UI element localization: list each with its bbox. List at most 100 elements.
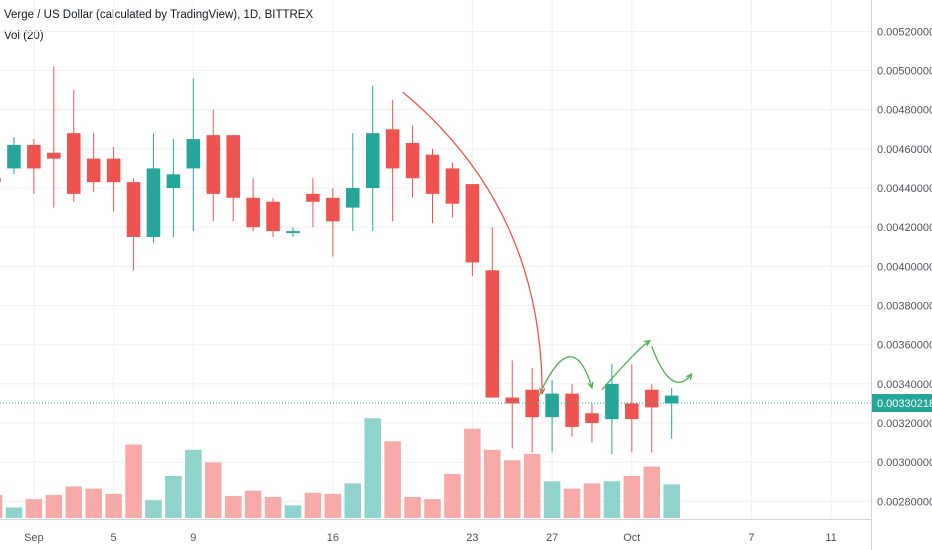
- candlesticks: [0, 66, 679, 455]
- x-tick-label: 27: [546, 532, 558, 544]
- volume-bar: [105, 493, 122, 518]
- candle-body: [365, 133, 380, 189]
- volume-bar: [324, 493, 342, 518]
- volume-bar: [244, 490, 262, 518]
- candle-body: [326, 197, 340, 222]
- x-tick-label: Sep: [24, 532, 44, 544]
- volume-bar: [643, 466, 661, 518]
- volume-bar: [125, 444, 142, 518]
- y-tick-label: 0.00440000: [877, 183, 932, 195]
- candle-body: [525, 389, 539, 418]
- last-price-badge: 0.00330218: [872, 394, 932, 413]
- volume-bar: [85, 488, 102, 518]
- candle-body: [27, 144, 41, 169]
- candle-body: [565, 393, 579, 427]
- candle-body: [485, 270, 500, 398]
- grid-lines: [0, 0, 871, 519]
- last-price-badge-background: [872, 394, 932, 413]
- candle-body: [445, 168, 460, 204]
- annotation-arrowhead: [538, 387, 546, 396]
- candle-body: [126, 182, 141, 237]
- volume-bar: [45, 494, 63, 518]
- candle-body: [246, 197, 260, 228]
- volume-bar: [623, 476, 641, 518]
- candle-body: [226, 135, 240, 198]
- volume-bar: [404, 497, 421, 518]
- candle-body: [664, 395, 679, 404]
- volume-bar: [484, 449, 501, 518]
- candle-body: [385, 129, 400, 169]
- y-tick-label: 0.00340000: [877, 379, 932, 391]
- volume-bar: [185, 449, 202, 518]
- volume-bar: [204, 462, 222, 518]
- y-tick-label: 0.00420000: [877, 222, 932, 234]
- volume-bar: [25, 499, 43, 518]
- annotation-arrowhead: [643, 339, 652, 347]
- volume-bar: [5, 507, 23, 518]
- volume-bar: [603, 481, 621, 518]
- last-price-badge-text: 0.00330218: [877, 398, 932, 410]
- volume-bar: [65, 486, 83, 518]
- volume-bar: [464, 428, 481, 518]
- candle-body: [7, 144, 21, 169]
- y-tick-label: 0.00280000: [877, 496, 932, 508]
- volume-bar: [304, 492, 322, 518]
- volume-bar: [384, 441, 401, 518]
- volume-bar: [224, 495, 242, 518]
- candle-body: [425, 154, 440, 194]
- candle-body: [405, 142, 420, 179]
- candle-body: [266, 201, 280, 232]
- candle-body: [545, 393, 559, 418]
- x-tick-label: 16: [327, 532, 339, 544]
- x-tick-label: 11: [825, 532, 836, 544]
- volume-bar: [503, 460, 521, 518]
- y-tick-label: 0.00500000: [877, 66, 932, 78]
- y-tick-label: 0.00380000: [877, 301, 932, 313]
- y-tick-label: 0.00480000: [877, 105, 932, 117]
- volume-bar: [424, 499, 441, 518]
- candle-body: [286, 231, 300, 234]
- volume-bar: [444, 473, 461, 518]
- x-tick-label: Oct: [623, 532, 640, 544]
- volume-bar: [663, 484, 680, 518]
- annotation-curve: [537, 356, 593, 398]
- annotation-curve: [651, 346, 693, 383]
- candle-body: [86, 158, 101, 183]
- drawing-annotations: [402, 91, 693, 398]
- candle-body: [644, 389, 659, 408]
- candle-body: [465, 184, 480, 263]
- candle-body: [585, 413, 599, 424]
- annotation-curve: [601, 340, 651, 391]
- y-tick-label: 0.00300000: [877, 457, 932, 469]
- candle-body: [346, 188, 360, 208]
- x-tick-label: 9: [190, 532, 196, 544]
- volume-bar: [543, 481, 561, 518]
- volume-bar: [364, 418, 381, 518]
- volume-bar: [0, 494, 3, 518]
- x-tick-label: 5: [111, 532, 117, 544]
- volume-bar: [523, 453, 541, 518]
- candle-body: [47, 152, 61, 159]
- candle-body: [106, 158, 121, 183]
- volume-bar: [344, 483, 362, 518]
- candle-body: [206, 135, 221, 194]
- y-tick-label: 0.00460000: [877, 144, 932, 156]
- candle-body: [186, 139, 201, 169]
- candle-body: [505, 397, 520, 404]
- x-tick-label: 7: [748, 532, 754, 544]
- volume-bar: [264, 497, 282, 518]
- y-tick-label: 0.00360000: [877, 340, 932, 352]
- candle-body: [166, 174, 181, 189]
- x-tick-label: 23: [466, 532, 478, 544]
- candle-body: [0, 178, 1, 183]
- candle-body: [306, 193, 320, 202]
- volume-bar: [145, 500, 162, 518]
- annotation-arrowhead: [685, 372, 693, 381]
- annotation-curve: [402, 91, 543, 394]
- volume-bar: [165, 476, 182, 518]
- candle-body: [605, 383, 619, 420]
- y-tick-label: 0.00400000: [877, 261, 932, 273]
- y-axis-labels: 0.00520000 0.00500000 0.00480000 0.00460000…: [877, 26, 932, 508]
- volume-bar: [284, 505, 302, 518]
